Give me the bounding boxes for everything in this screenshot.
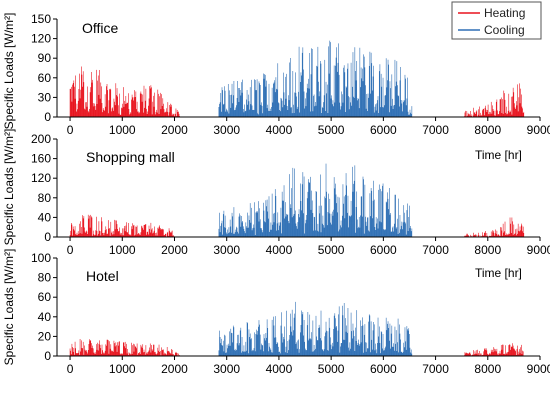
legend-cooling-label: Cooling [484,23,525,37]
x-tick-label: 2000 [161,243,188,257]
series-heating-bars [69,214,175,237]
y-tick-label: 150 [31,12,51,26]
y-tick-label: 30 [38,90,52,104]
x-tick-label: 7000 [422,362,449,376]
y-tick-label: 80 [38,271,52,285]
y-tick-label: 40 [38,210,52,224]
y-axis-title: Specific Loads [W/m²] [2,13,16,130]
series-cooling [218,163,413,237]
x-tick-label: 9000 [527,243,550,257]
x-tick-label: 3000 [213,123,240,137]
x-tick-label: 8000 [474,123,501,137]
x-tick-label: 3000 [213,243,240,257]
y-tick-label: 90 [38,51,52,65]
series-cooling-bars [218,40,413,117]
legend-heating-label: Heating [484,6,525,20]
x-tick-label: 5000 [318,243,345,257]
x-tick-label: 9000 [527,362,550,376]
legend: Heating Cooling [451,1,542,40]
y-tick-label: 40 [38,310,52,324]
x-tick-label: 7000 [422,243,449,257]
x-tick-label: 1000 [109,243,136,257]
y-tick-label: 60 [38,71,52,85]
x-tick-label: 6000 [370,123,397,137]
series-cooling [218,40,413,117]
series-cooling [218,301,413,356]
x-tick-label: 8000 [474,243,501,257]
x-tick-label: 0 [67,123,74,137]
x-tick-label: 4000 [266,123,293,137]
y-tick-label: 100 [31,251,51,265]
series-cooling-bars [218,163,413,237]
x-tick-label: 5000 [318,362,345,376]
x-tick-label: 4000 [266,362,293,376]
x-tick-label: 3000 [213,362,240,376]
x-tick-label: 1000 [109,123,136,137]
y-tick-label: 80 [38,191,52,205]
series-heating-bars [69,339,181,356]
x-axis-title: Time [hr] [475,148,522,162]
x-tick-label: 0 [67,362,74,376]
y-tick-label: 200 [31,132,51,146]
x-tick-label: 6000 [370,243,397,257]
x-tick-label: 0 [67,243,74,257]
y-axis-title: Specific Loads [W/m²] [2,129,16,246]
panel-title: Office [82,20,119,36]
panel-title: Hotel [86,268,119,284]
x-tick-label: 4000 [266,243,293,257]
y-tick-label: 120 [31,32,51,46]
y-tick-label: 160 [31,152,51,166]
x-tick-label: 6000 [370,362,397,376]
y-tick-label: 120 [31,171,51,185]
panel-title: Shopping mall [86,149,175,165]
y-tick-label: 60 [38,290,52,304]
x-tick-label: 1000 [109,362,136,376]
panel-1: 0 30 60 90 120 150 0 1000 2000 3000 4000 5000 6000 70… [31,12,550,137]
x-tick-label: 7000 [422,123,449,137]
y-tick-label: 0 [44,349,51,363]
x-axis-title: Time [hr] [475,266,522,280]
y-tick-label: 20 [38,329,52,343]
series-heating-bars [69,66,181,117]
x-tick-label: 9000 [527,123,550,137]
y-tick-label: 0 [44,230,51,244]
x-tick-label: 2000 [161,362,188,376]
y-axis-title: Specific Loads [W/m²] [2,249,16,366]
series-cooling-bars [218,301,413,356]
y-tick-label: 0 [44,110,51,124]
series-heating [69,339,524,356]
x-tick-label: 2000 [161,123,188,137]
x-tick-label: 5000 [318,123,345,137]
legend-box [451,1,542,40]
x-tick-label: 8000 [474,362,501,376]
